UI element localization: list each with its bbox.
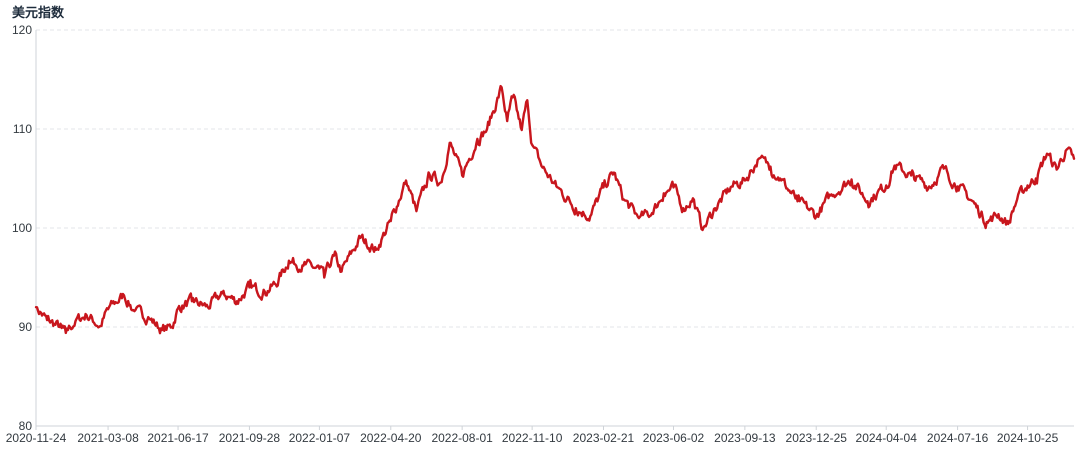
y-tick-label: 120 bbox=[12, 23, 32, 37]
x-tick-label: 2023-06-02 bbox=[643, 431, 705, 445]
y-tick-label: 100 bbox=[12, 221, 32, 235]
y-tick-label: 110 bbox=[13, 122, 32, 136]
series-line bbox=[34, 84, 1076, 335]
y-tick-label: 90 bbox=[19, 320, 33, 334]
grid-lines bbox=[36, 29, 1074, 328]
x-tick-label: 2023-09-13 bbox=[714, 431, 776, 445]
x-tick-label: 2022-01-07 bbox=[289, 431, 351, 445]
axes bbox=[35, 30, 1074, 427]
y-tick-label: 80 bbox=[19, 419, 33, 433]
y-axis-ticks: 80 90 100 110 120 bbox=[12, 23, 32, 433]
x-axis-ticks: 2020-11-24 2021-03-08 2021-06-17 2021-09-28… bbox=[6, 426, 1059, 445]
x-tick-label: 2024-07-16 bbox=[927, 431, 989, 445]
x-tick-label: 2021-03-08 bbox=[77, 431, 139, 445]
x-tick-label: 2023-12-25 bbox=[786, 431, 848, 445]
x-tick-label: 2023-02-21 bbox=[573, 431, 635, 445]
x-tick-label: 2024-10-25 bbox=[997, 431, 1059, 445]
chart-title: 美元指数 bbox=[12, 6, 65, 21]
x-tick-label: 2022-11-10 bbox=[502, 431, 563, 445]
x-tick-label: 2020-11-24 bbox=[6, 431, 67, 445]
x-tick-label: 2021-06-17 bbox=[147, 431, 209, 445]
x-tick-label: 2022-08-01 bbox=[431, 431, 493, 445]
x-tick-label: 2024-04-04 bbox=[856, 431, 918, 445]
x-tick-label: 2022-04-20 bbox=[360, 431, 422, 445]
x-tick-label: 2021-09-28 bbox=[219, 431, 281, 445]
series-layer bbox=[34, 84, 1076, 335]
